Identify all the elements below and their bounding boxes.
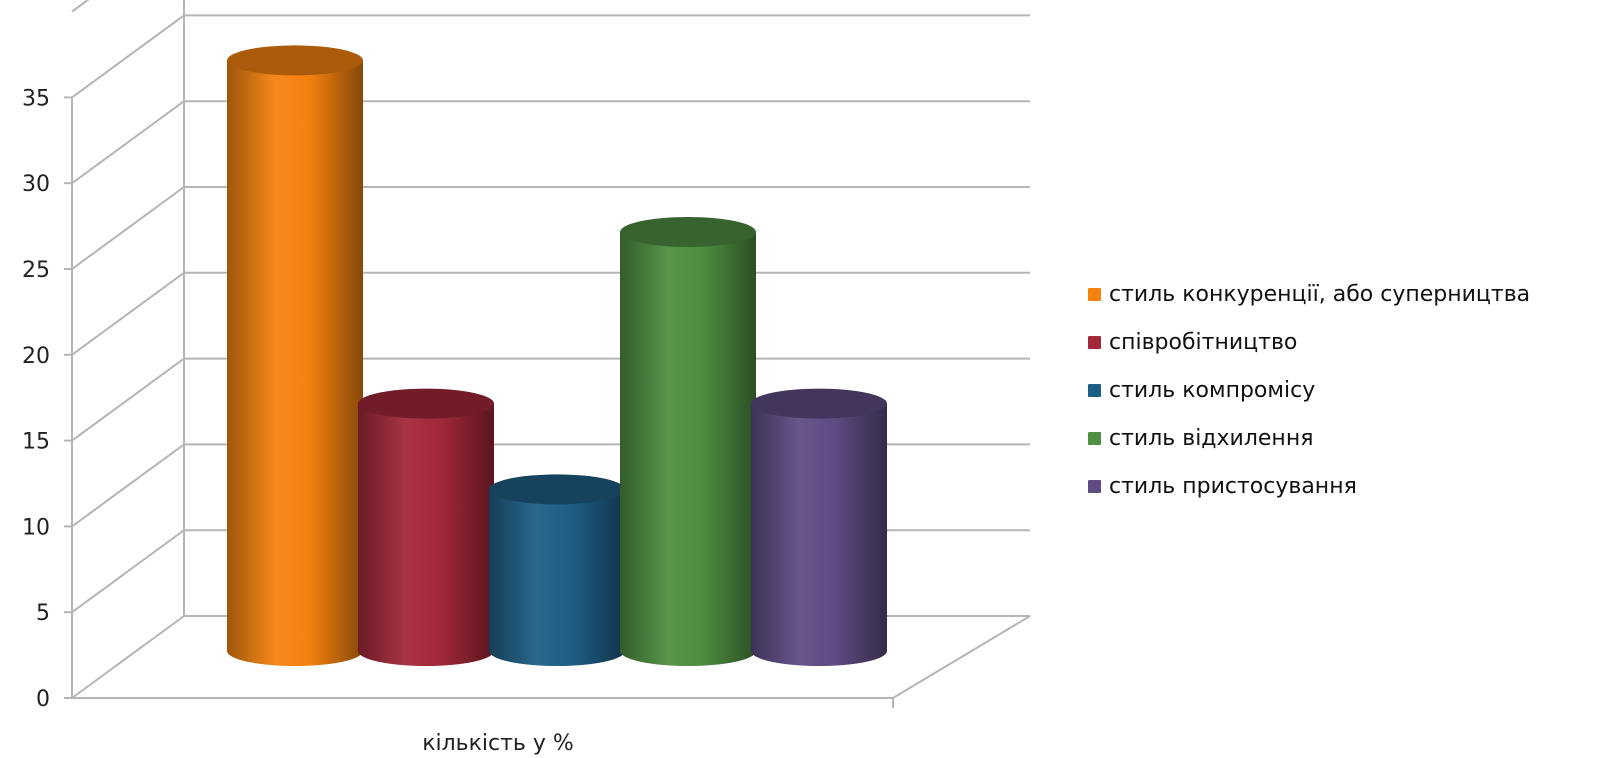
legend-label: стиль компромісу (1109, 377, 1316, 403)
bar-body (489, 489, 625, 666)
legend-item: стиль відхилення (1088, 414, 1530, 462)
legend-swatch (1088, 335, 1101, 349)
y-tick-label: 5 (36, 601, 50, 626)
gridline-diagonal (71, 357, 185, 442)
bar-3 (489, 474, 625, 666)
x-axis: кількість у % (422, 731, 574, 756)
gridline-diagonal (71, 0, 90, 13)
gridline-diagonal (71, 443, 185, 528)
bar-top (358, 388, 494, 419)
bar-top (620, 217, 756, 247)
y-tick-label: 20 (22, 344, 50, 369)
legend-item: стиль компромісу (1088, 366, 1530, 414)
legend-label: стиль пристосування (1109, 473, 1357, 499)
legend-label: стиль відхилення (1109, 425, 1314, 451)
bars (227, 45, 887, 666)
legend-item: співробітництво (1088, 318, 1530, 366)
bar-body (358, 403, 494, 666)
gridline-diagonal (71, 529, 185, 614)
x-category-label: кількість у % (422, 731, 574, 756)
y-tick-label: 0 (36, 687, 50, 712)
y-tick-label: 25 (22, 258, 50, 283)
gridline-diagonal (71, 615, 185, 699)
legend-label: стиль конкуренції, або суперництва (1109, 281, 1531, 307)
gridline-diagonal (71, 14, 185, 99)
bar-2 (358, 388, 494, 666)
legend-item: стиль пристосування (1088, 462, 1530, 510)
y-tick-label: 35 (22, 86, 50, 111)
bar-top (751, 388, 887, 419)
bar-4 (620, 217, 756, 666)
bar-body (227, 60, 363, 666)
legend-swatch (1088, 431, 1101, 445)
gridline-diagonal (71, 271, 185, 356)
bar-5 (751, 388, 887, 666)
gridline-diagonal (71, 100, 185, 185)
legend-item: стиль конкуренції, або суперництва (1088, 270, 1530, 318)
bar-1 (227, 45, 363, 666)
y-tick-label: 30 (22, 172, 50, 197)
bar-body (751, 403, 887, 666)
bar-top (489, 474, 625, 505)
bar-body (620, 232, 756, 666)
legend-swatch (1088, 383, 1101, 397)
bar-top (227, 45, 363, 76)
y-tick-label: 10 (22, 515, 50, 540)
legend-swatch (1088, 287, 1101, 301)
y-tick-label: 15 (22, 430, 50, 455)
legend-label: співробітництво (1109, 329, 1298, 355)
y-axis: 0 5 10 15 20 25 30 35 (22, 86, 72, 712)
legend: стиль конкуренції, або суперництва співро… (1088, 270, 1530, 510)
legend-swatch (1088, 479, 1101, 493)
gridline-diagonal (71, 186, 185, 270)
